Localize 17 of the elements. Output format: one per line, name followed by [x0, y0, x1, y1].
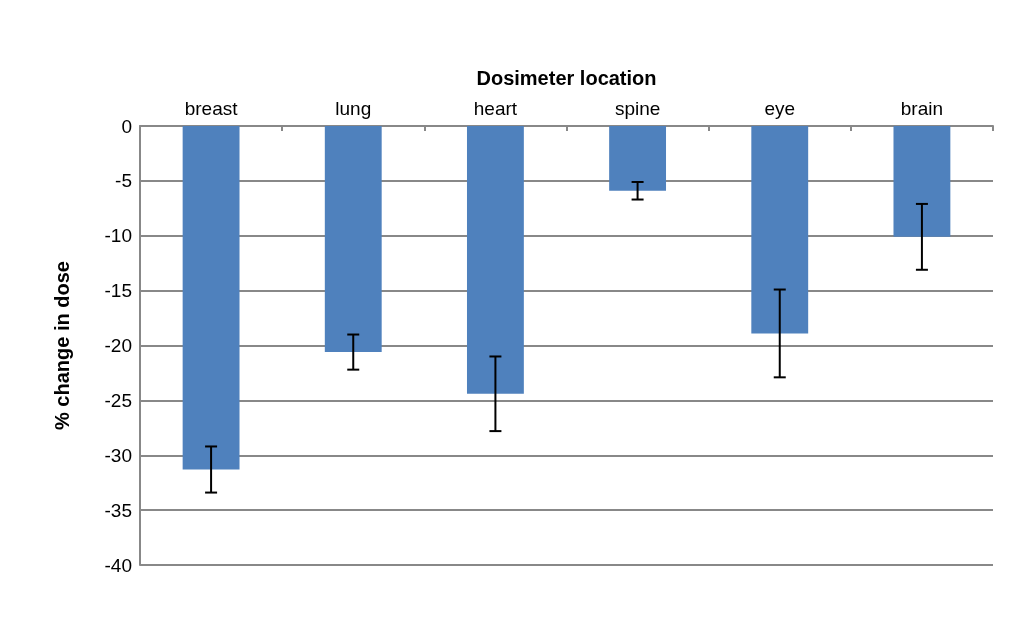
y-tick-label: -20 [104, 335, 132, 356]
x-tick-label: breast [184, 98, 239, 119]
x-tick-label: lung [335, 98, 372, 119]
y-tick-label: 0 [121, 115, 132, 137]
y-axis-title: % change in dose [51, 261, 73, 430]
y-tick-label: -30 [104, 444, 132, 466]
x-tick-label: brain [900, 98, 944, 119]
y-tick-label: -40 [104, 554, 132, 576]
x-tick-label: spine [614, 98, 661, 119]
y-tick-label: -35 [104, 499, 132, 521]
x-tick-label: eye [764, 98, 796, 119]
y-tick-label: -10 [104, 225, 132, 247]
x-axis-title: Dosimeter location [476, 67, 657, 89]
y-tick-label: -25 [104, 389, 132, 411]
x-tick-label: heart [473, 98, 518, 119]
y-tick-label: -5 [115, 170, 132, 192]
y-tick-label: -15 [104, 280, 132, 302]
